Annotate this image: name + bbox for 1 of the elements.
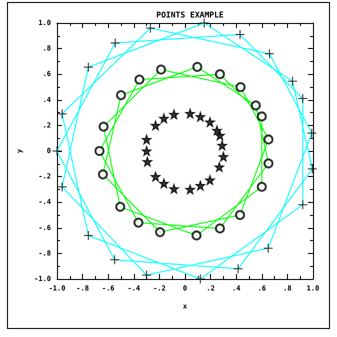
chart-title: POINTS EXAMPLE — [156, 10, 224, 20]
